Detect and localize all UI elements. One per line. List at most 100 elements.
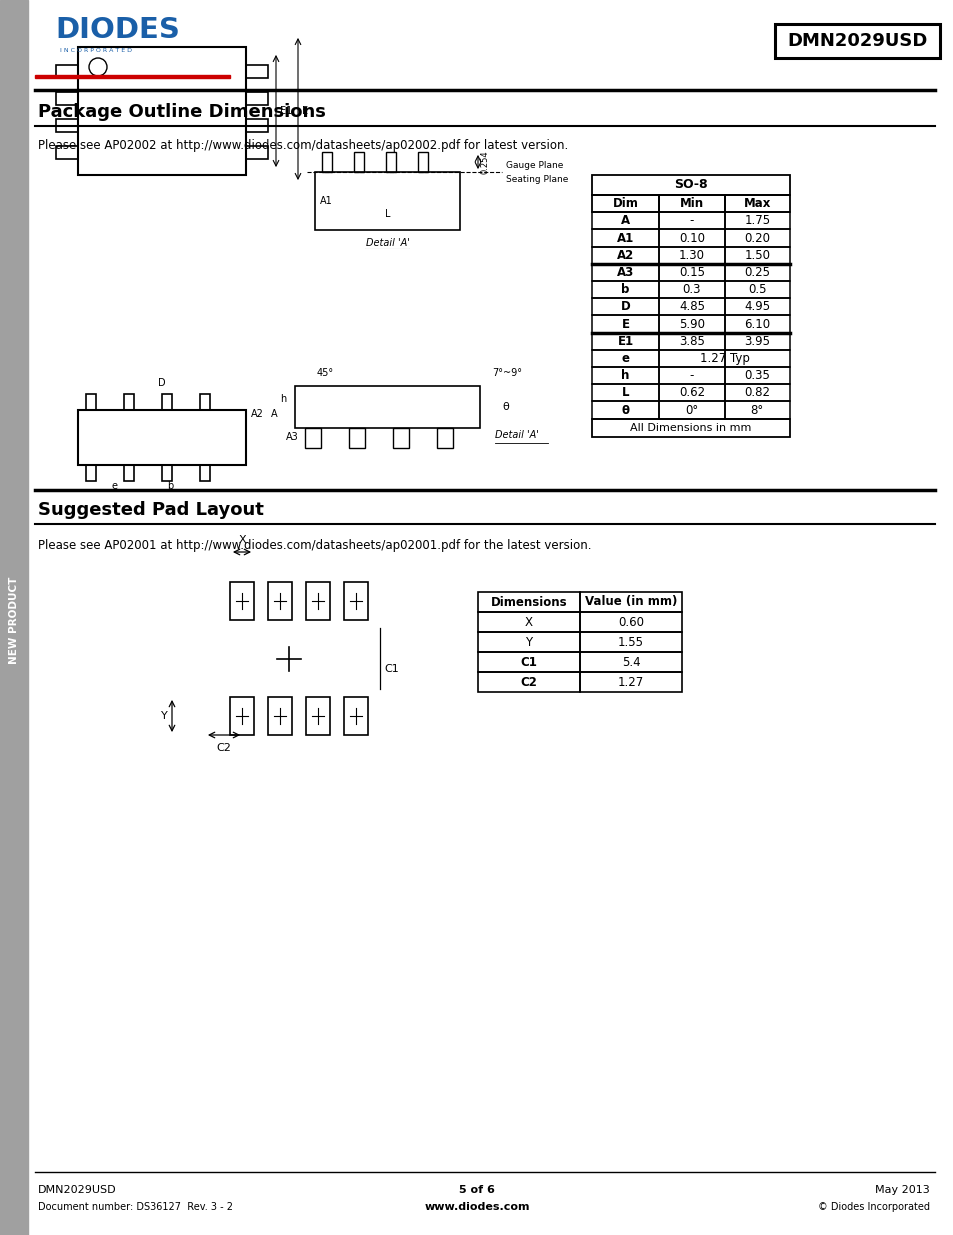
Bar [592,195,659,212]
Bar [78,47,246,175]
Text: E: E [302,106,308,116]
Bar [354,152,364,172]
Bar [724,298,789,315]
Bar [659,264,724,282]
Text: A: A [271,409,277,419]
Bar [56,65,78,78]
Bar [579,652,681,672]
Bar [322,152,332,172]
Bar [659,332,724,350]
Bar [314,172,459,230]
Bar [592,384,659,401]
Text: E1: E1 [617,335,633,348]
Bar [35,74,230,78]
Bar [0,0,28,1235]
Text: 0.254: 0.254 [480,151,490,174]
Bar [230,697,253,735]
Text: Min: Min [679,198,703,210]
Bar [393,429,409,448]
Bar [477,613,579,632]
Bar [592,367,659,384]
Bar [774,23,939,58]
Bar [246,146,268,159]
Text: A1: A1 [319,196,333,206]
Bar [592,350,659,367]
Text: E: E [621,317,629,331]
Text: 6.10: 6.10 [743,317,770,331]
Text: e: e [112,480,118,492]
Bar [246,119,268,132]
Text: 3.95: 3.95 [743,335,769,348]
Bar [246,65,268,78]
Bar [724,401,789,419]
Text: e: e [621,352,629,364]
Text: www.diodes.com: www.diodes.com [424,1202,529,1212]
Bar [592,230,659,247]
Bar [294,387,479,429]
Text: Y: Y [160,711,167,721]
Bar [78,410,246,466]
Bar [477,652,579,672]
Text: 0.25: 0.25 [743,266,769,279]
Bar [724,282,789,298]
Text: 1.55: 1.55 [618,636,643,648]
Text: © Diodes Incorporated: © Diodes Incorporated [817,1202,929,1212]
Bar [659,367,724,384]
Text: May 2013: May 2013 [874,1186,929,1195]
Bar [417,152,428,172]
Text: A1: A1 [617,231,634,245]
Text: Dimensions: Dimensions [490,595,567,609]
Text: Package Outline Dimensions: Package Outline Dimensions [38,103,326,121]
Text: SO-8: SO-8 [674,179,707,191]
Bar [200,394,210,410]
Text: A2: A2 [251,409,264,419]
Bar [86,466,96,480]
Bar [592,332,659,350]
Text: 0.5: 0.5 [747,283,766,296]
Bar [659,384,724,401]
Bar [477,632,579,652]
Bar [306,697,330,735]
Text: C2: C2 [520,676,537,688]
Text: 3.85: 3.85 [679,335,704,348]
Bar [724,195,789,212]
Text: 0.10: 0.10 [679,231,704,245]
Text: 1.27: 1.27 [618,676,643,688]
Bar [268,582,292,620]
Bar [659,401,724,419]
Text: L: L [621,387,629,399]
Bar [724,315,789,332]
Text: L: L [384,209,390,219]
Bar [659,212,724,230]
Text: C1: C1 [520,656,537,668]
Text: X: X [238,535,246,545]
Text: 0.62: 0.62 [679,387,704,399]
Text: 7°~9°: 7°~9° [492,368,521,378]
Bar [349,429,365,448]
Bar [268,697,292,735]
Bar [230,582,253,620]
Bar [659,195,724,212]
Text: 4.95: 4.95 [743,300,770,314]
Text: 8°: 8° [750,404,763,416]
Text: DMN2029USD: DMN2029USD [786,32,926,49]
Bar [386,152,395,172]
Bar [344,697,368,735]
Text: b: b [167,480,173,492]
Bar [579,592,681,613]
Bar [56,119,78,132]
Bar [592,212,659,230]
Text: Detail 'A': Detail 'A' [365,238,409,248]
Bar [592,419,789,437]
Text: Document number: DS36127  Rev. 3 - 2: Document number: DS36127 Rev. 3 - 2 [38,1202,233,1212]
Text: C1: C1 [384,664,398,674]
Bar [724,350,789,367]
Bar [592,247,659,264]
Text: X: X [524,615,533,629]
Bar [200,466,210,480]
Text: -: - [689,215,694,227]
Text: 1.50: 1.50 [743,248,769,262]
Text: 0.82: 0.82 [743,387,769,399]
Bar [579,632,681,652]
Text: 1.27 Typ: 1.27 Typ [699,352,749,364]
